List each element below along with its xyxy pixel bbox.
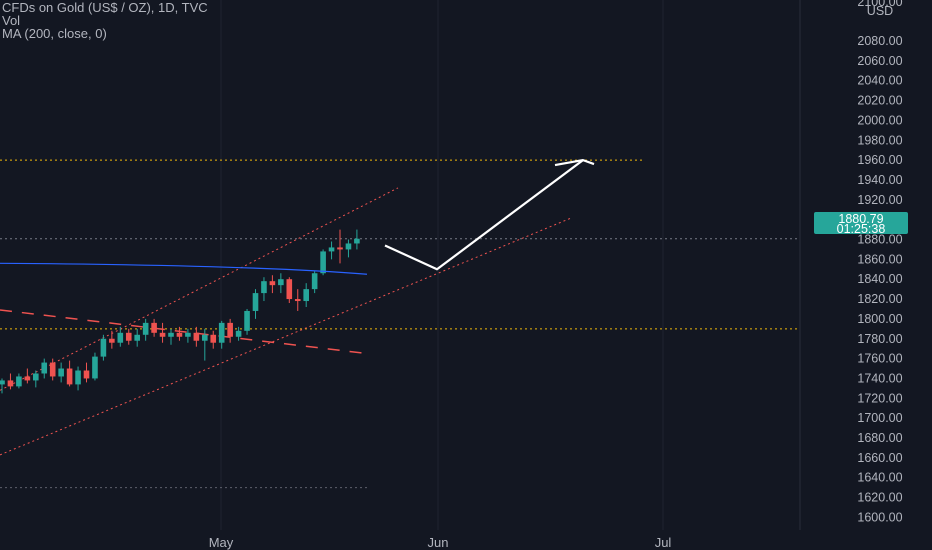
price-tick-label: 1700.00 (857, 411, 902, 425)
candle-body (345, 243, 352, 250)
candle-body (7, 380, 14, 387)
price-tick-label: 1840.00 (857, 272, 902, 286)
candle-body (176, 332, 183, 337)
moving-average-line (0, 262, 368, 275)
price-tick-label: 1980.00 (857, 133, 902, 147)
price-tick-label: 2040.00 (857, 74, 902, 88)
price-tick-label: 1820.00 (857, 292, 902, 306)
symbol-title[interactable]: CFDs on Gold (US$ / OZ), 1D, TVC (2, 0, 208, 15)
projection-arrow (384, 159, 595, 271)
price-tick-label: 2060.00 (857, 54, 902, 68)
candle-body (83, 370, 90, 379)
candlestick-series (0, 229, 360, 394)
grid-lines (220, 0, 664, 530)
time-label-may: May (209, 535, 234, 550)
ma-indicator-label[interactable]: MA (200, close, 0) (2, 26, 107, 41)
candle-body (151, 322, 157, 333)
candle-body (16, 376, 22, 387)
candle-body (193, 332, 200, 341)
candle-body (286, 279, 293, 300)
time-label-jul: Jul (655, 535, 672, 550)
candle-body (303, 289, 309, 302)
candle-body (41, 362, 48, 374)
price-tick-label: 1620.00 (857, 491, 902, 505)
projection-arrowhead (554, 159, 584, 167)
candle-body (100, 338, 107, 357)
price-tick-label: 2020.00 (857, 94, 902, 108)
time-label-jun: Jun (428, 535, 449, 550)
candle-body (244, 310, 250, 331)
trend-channel (0, 187, 573, 456)
candle-body (125, 332, 132, 341)
projection-path (384, 159, 595, 271)
candle-body (24, 376, 31, 381)
candle-body (142, 322, 149, 335)
price-tick-label: 1780.00 (857, 332, 902, 346)
downtrend-dashed-line (0, 309, 369, 355)
price-tick-label: 1800.00 (857, 312, 902, 326)
candle-body (185, 332, 191, 337)
price-tick-label: 1860.00 (857, 252, 902, 266)
candle-body (354, 238, 360, 244)
candle-body (117, 332, 124, 343)
channel-lower-line (0, 217, 573, 456)
candle-body (261, 281, 267, 294)
candle-body (294, 299, 301, 302)
price-tick-label: 1660.00 (857, 451, 902, 465)
price-tick-label: 1600.00 (857, 510, 902, 524)
candle-body (218, 322, 225, 343)
price-tick-label: 1920.00 (857, 193, 902, 207)
price-tick-label: 1960.00 (857, 153, 902, 167)
price-tick-label: 2000.00 (857, 113, 902, 127)
price-tick-label: 1680.00 (857, 431, 902, 445)
candle-body (58, 368, 64, 377)
price-tick-label: 1720.00 (857, 391, 902, 405)
price-tick-label: 2080.00 (857, 34, 902, 48)
candle-body (328, 247, 335, 252)
candle-body (320, 251, 326, 274)
candle-body (337, 247, 343, 250)
candle-body (33, 373, 39, 381)
candle-body (159, 332, 166, 337)
candle-body (66, 368, 73, 385)
last-price-countdown: 01:25:38 (837, 222, 886, 236)
time-axis[interactable]: May Jun Jul (0, 530, 932, 550)
price-axis[interactable]: 2100.00 USD 2080.00 2060.00 2040.00 2020.00… (799, 0, 932, 544)
candle-body (168, 332, 174, 337)
last-price-badge: 1880.79 01:25:38 (814, 212, 908, 236)
candle-body (134, 334, 140, 341)
volume-indicator-label[interactable]: Vol (2, 13, 21, 28)
price-axis-top-label: 2100.00 (857, 0, 902, 9)
candle-body (0, 380, 5, 385)
candle-body (75, 370, 81, 385)
price-tick-label: 1760.00 (857, 352, 902, 366)
price-tick-label: 1640.00 (857, 471, 902, 485)
candle-body (210, 334, 217, 343)
candle-body (92, 356, 98, 379)
chart-legend: CFDs on Gold (US$ / OZ), 1D, TVC Vol MA … (2, 1, 208, 40)
candle-body (311, 273, 318, 290)
price-tick-label: 1740.00 (857, 371, 902, 385)
last-price-value: 1880.79 (838, 212, 883, 226)
candle-body (252, 293, 259, 311)
price-tick-label: 1880.00 (857, 233, 902, 247)
candle-body (227, 322, 233, 337)
candle-body (278, 279, 284, 286)
horizontal-levels (0, 159, 800, 489)
candle-body (202, 334, 208, 341)
candle-body (109, 338, 115, 343)
price-axis-currency: USD (867, 4, 893, 18)
candle-body (235, 330, 242, 337)
price-tick-label: 1940.00 (857, 173, 902, 187)
candle-body (49, 362, 56, 377)
candle-body (269, 281, 276, 286)
ma-line (0, 262, 368, 275)
